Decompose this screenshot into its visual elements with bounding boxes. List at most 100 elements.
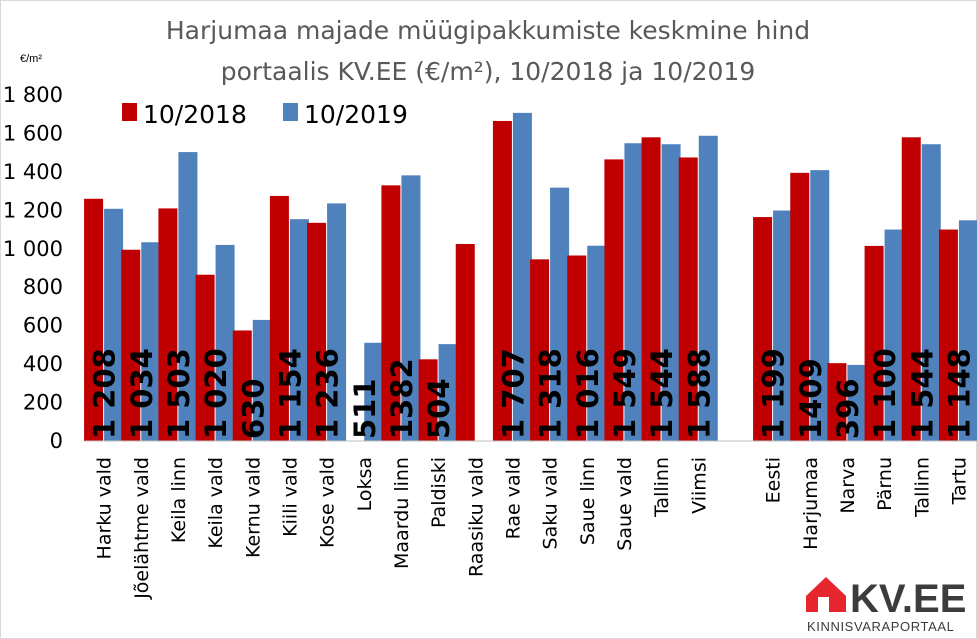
x-tick-label: Maardu linn: [391, 457, 413, 569]
house-icon: [806, 577, 846, 612]
bar-10-2018: [604, 159, 624, 441]
bar-10-2018: [567, 255, 587, 441]
bar-10-2019: [810, 170, 830, 442]
data-label: 396: [831, 378, 865, 439]
bar-10-2018: [84, 198, 104, 441]
x-tick-label: Rae vald: [502, 457, 524, 539]
bars: [84, 112, 977, 442]
bar-10-2019: [624, 143, 644, 441]
bar-10-2019: [661, 144, 681, 441]
bar-10-2019: [215, 244, 235, 441]
data-label: 1 034: [125, 348, 159, 439]
y-tick-label: 1 400: [3, 160, 63, 184]
x-tick-label: Saue linn: [577, 457, 599, 545]
bar-10-2018: [195, 274, 215, 441]
data-label: 1 236: [311, 348, 345, 439]
data-label: 1 208: [88, 348, 122, 439]
data-label: 1 016: [571, 348, 605, 439]
legend-label-2019: 10/2019: [304, 100, 408, 129]
data-label: 1 148: [942, 348, 976, 439]
x-tick-label: Tallinn: [651, 457, 673, 518]
bar-10-2018: [269, 195, 289, 441]
bar-10-2018: [307, 222, 327, 441]
x-tick-label: Saue vald: [614, 457, 636, 551]
bar-10-2018: [790, 172, 810, 441]
bar-10-2019: [884, 229, 904, 441]
y-tick-label: 400: [23, 352, 63, 376]
bar-10-2019: [252, 319, 272, 441]
bar-10-2019: [364, 342, 384, 441]
x-tick-label: Harjumaa: [800, 457, 822, 550]
bar-10-2018: [678, 157, 698, 441]
x-tick-label: Paldiski: [428, 457, 450, 528]
x-tick-label: Narva: [837, 457, 859, 514]
x-tick-label: Kernu vald: [242, 457, 264, 558]
y-tick-label: 1 000: [3, 237, 63, 261]
kv-ee-logo: KV.EE KINNISVARAPORTAAL: [806, 577, 966, 634]
data-label: 1 199: [757, 348, 791, 439]
bar-10-2019: [438, 344, 458, 441]
bar-10-2018: [121, 249, 141, 441]
data-label: 1 544: [645, 348, 679, 439]
x-tick-label: Saku vald: [540, 457, 562, 549]
bar-10-2018: [455, 243, 475, 441]
data-label: 1 100: [868, 348, 902, 439]
y-axis-unit-label: €/m²: [20, 53, 42, 65]
bar-10-2018: [938, 229, 958, 441]
bar-10-2019: [587, 245, 607, 441]
bar-10-2018: [418, 359, 438, 441]
bar-10-2018: [492, 120, 512, 441]
data-label: 1 154: [273, 348, 307, 439]
bar-10-2018: [232, 330, 252, 441]
data-label: 1 588: [682, 348, 716, 439]
data-label: 630: [236, 378, 270, 439]
legend-label-2018: 10/2018: [143, 100, 247, 129]
bar-10-2019: [550, 187, 570, 441]
bar-10-2018: [864, 245, 884, 441]
data-label: 1 549: [608, 348, 642, 439]
bar-10-2019: [698, 135, 718, 442]
legend-swatch-2019: [283, 103, 298, 121]
y-axis-ticks: 0 200 400 600 800 1 000 1 200 1 400 1 600 1 800: [3, 83, 63, 453]
y-tick-label: 1 200: [3, 198, 63, 222]
bar-10-2018: [158, 208, 178, 441]
x-tick-label: Raasiku vald: [465, 457, 487, 577]
bar-10-2019: [327, 203, 347, 441]
data-label: 1382: [385, 358, 419, 439]
x-tick-label: Jõelähtme vald: [131, 457, 153, 600]
x-tick-label: Keila vald: [205, 457, 227, 549]
x-tick-label: Tallinn: [911, 457, 933, 518]
bar-10-2019: [104, 208, 124, 441]
y-tick-label: 0: [50, 429, 63, 453]
bar-10-2019: [847, 364, 867, 441]
bar-10-2019: [401, 175, 421, 442]
x-tick-label: Eesti: [763, 457, 785, 503]
y-tick-label: 200: [23, 391, 63, 415]
bar-10-2019: [773, 210, 793, 441]
data-label: 1 503: [162, 348, 196, 439]
y-tick-label: 600: [23, 314, 63, 338]
x-tick-label: Viimsi: [688, 457, 710, 514]
data-label: 511: [348, 378, 382, 439]
x-tick-label: Loksa: [354, 457, 376, 511]
data-label: 504: [422, 378, 456, 439]
data-label: 1409: [794, 358, 828, 439]
y-tick-label: 800: [23, 275, 63, 299]
data-label: 1 707: [496, 348, 530, 439]
bar-10-2019: [289, 219, 309, 441]
x-tick-label: Pärnu: [874, 457, 896, 511]
bar-10-2019: [958, 220, 977, 441]
x-tick-label: Harku vald: [94, 457, 116, 559]
bar-10-2018: [827, 363, 847, 441]
data-label: 1 020: [199, 348, 233, 439]
bar-10-2019: [141, 242, 161, 441]
bar-10-2018: [901, 137, 921, 442]
bar-10-2018: [641, 137, 661, 442]
bar-10-2019: [512, 112, 532, 442]
data-labels: 1 208 1 034 1 503 1 020 630 1 154 1 236 511 1382…: [88, 348, 977, 439]
chart-title-line-1: Harjumaa majade müügipakkumiste keskmine…: [166, 16, 810, 45]
bar-10-2018: [530, 259, 550, 441]
legend: 10/2018 10/2019: [122, 100, 408, 129]
